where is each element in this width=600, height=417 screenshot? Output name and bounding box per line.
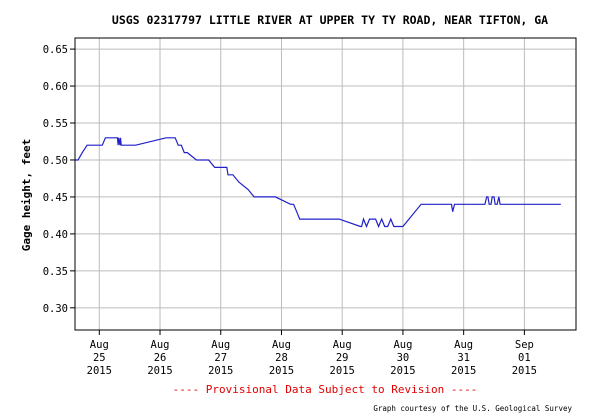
x-tick-label-year: 2015 (87, 365, 112, 377)
x-tick-label-year: 2015 (512, 365, 537, 377)
x-tick-label-month: Aug (333, 339, 352, 351)
gage-height-series-line (75, 137, 561, 229)
x-tick-label-month: Aug (393, 339, 412, 351)
y-tick-label: 0.65 (43, 44, 68, 56)
x-tick-label-day: 25 (93, 352, 106, 364)
provisional-data-notice: ---- Provisional Data Subject to Revisio… (173, 383, 478, 396)
x-tick-label-day: 28 (275, 352, 288, 364)
y-tick-label: 0.60 (43, 81, 68, 93)
x-tick-label-day: 29 (336, 352, 349, 364)
x-tick-label-month: Sep (515, 339, 534, 351)
y-tick-label: 0.45 (43, 192, 68, 204)
grid-lines (75, 38, 576, 330)
x-tick-label-day: 30 (397, 352, 410, 364)
x-tick-label-month: Aug (151, 339, 170, 351)
y-axis-label: Gage height, feet (20, 139, 33, 252)
x-tick-label-day: 01 (518, 352, 531, 364)
x-tick-label-year: 2015 (330, 365, 355, 377)
y-axis-ticks: 0.65 0.60 0.55 0.50 0.45 0.40 0.35 0.30 (43, 44, 75, 315)
y-tick-label: 0.30 (43, 303, 68, 315)
x-tick-label-month: Aug (454, 339, 473, 351)
plot-frame (74, 37, 577, 331)
y-tick-label: 0.55 (43, 118, 68, 130)
x-tick-label-year: 2015 (208, 365, 233, 377)
x-tick-label-month: Aug (90, 339, 109, 351)
x-tick-label-year: 2015 (269, 365, 294, 377)
chart-title: USGS 02317797 LITTLE RIVER AT UPPER TY T… (112, 13, 548, 27)
x-tick-label-day: 26 (154, 352, 167, 364)
y-tick-label: 0.40 (43, 229, 68, 241)
x-tick-label-day: 31 (457, 352, 470, 364)
x-tick-label-day: 27 (214, 352, 227, 364)
x-tick-label-year: 2015 (451, 365, 476, 377)
x-tick-label-year: 2015 (147, 365, 172, 377)
y-tick-label: 0.50 (43, 155, 68, 167)
x-axis-ticks: Aug252015Aug262015Aug272015Aug282015Aug2… (87, 330, 537, 377)
usgs-credit: Graph courtesy of the U.S. Geological Su… (373, 404, 572, 413)
x-tick-label-month: Aug (272, 339, 291, 351)
x-tick-label-year: 2015 (390, 365, 415, 377)
x-tick-label-month: Aug (211, 339, 230, 351)
y-tick-label: 0.35 (43, 266, 68, 278)
